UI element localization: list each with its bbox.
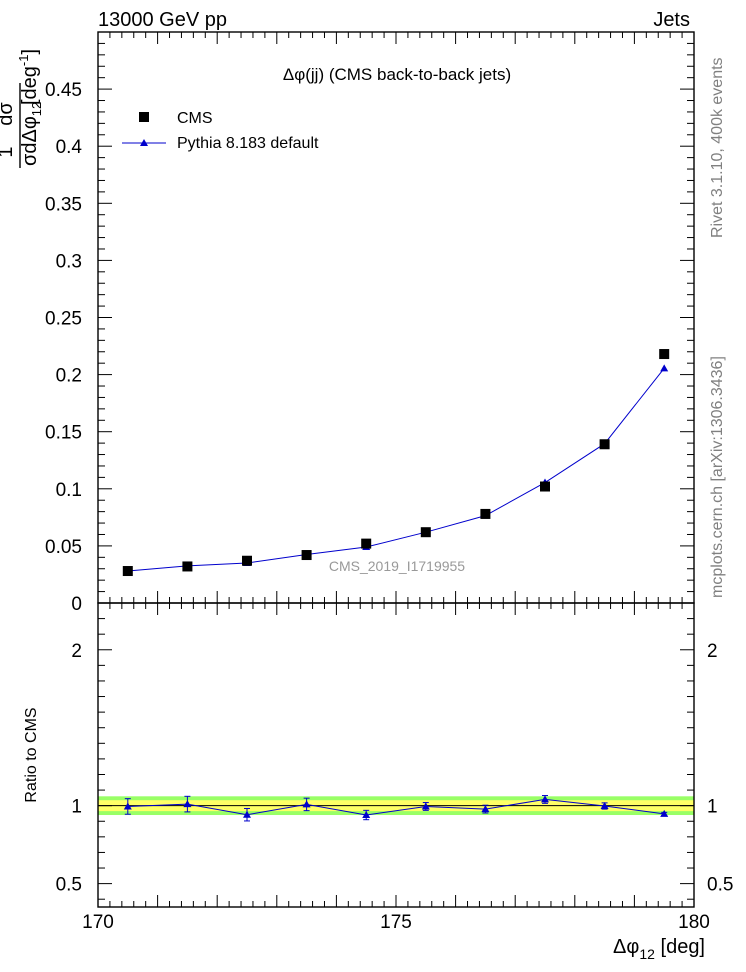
legend-pythia-marker [140,139,148,146]
cms-point [122,566,133,577]
header-right: Jets [653,9,690,31]
main-y-tick-label: 0.05 [45,537,82,558]
x-axis-label: Δφ12 [deg] [613,936,705,962]
x-tick-label: 175 [380,912,412,933]
pythia-markers [123,364,669,575]
main-y-tick-label: 0 [71,594,82,615]
main-y-tick-label: 0.15 [45,423,82,444]
cms-point [540,481,550,492]
y-label-dsigma: dσ [0,102,17,126]
x-tick-label: 170 [82,912,114,933]
y-label-one: 1 [0,146,17,157]
main-y-tick-label: 0.3 [56,251,82,272]
legend-cms-marker [139,112,149,122]
ratio-point [123,802,132,810]
cms-point [361,538,372,549]
ratio-y-tick-label-right: 1 [707,797,718,818]
legend: CMS Pythia 8.183 default [122,110,319,152]
y-label-denominator: σdΔφ12 [19,102,44,166]
ratio-point [600,801,609,809]
ratio-point [183,800,192,808]
ratio-point [243,810,251,818]
main-y-tick-label: 0.35 [45,194,82,215]
pythia-point [660,364,669,372]
main-y-tick-label: 0.45 [45,80,82,101]
main-y-tick-label: 0.25 [45,309,82,330]
ratio-y-tick-label-right: 0.5 [707,875,733,896]
ratio-y-axis-label: Ratio to CMS [23,707,40,802]
cms-point [480,508,491,519]
cms-point [242,555,252,566]
ratio-frame [97,602,695,908]
ratio-point [302,800,311,808]
main-y-tick-label: 0.4 [56,137,83,158]
ratio-y-tick-label: 2 [71,641,82,662]
cms-point [420,527,431,538]
cms-point [659,349,670,360]
main-axis-ticks [97,32,695,604]
pythia-line [127,368,665,572]
ratio-y-tick-label: 1 [71,797,82,818]
y-label-unit: [deg-1] [16,49,41,105]
ratio-y-tick-label-right: 2 [707,641,718,662]
main-y-axis-label: 1 dσ σdΔφ12 [deg-1] [0,49,44,168]
legend-cms-label: CMS [177,110,213,127]
ratio-plot: 0.5 0.5 1 1 2 2 170 175 180 Ratio to CMS Δφ12 [… [23,602,734,962]
main-plot: 0 0.05 0.1 0.15 0.2 0.25 0.3 0.35 0.4 0.45 CMS_20… [0,31,695,615]
ratio-point [481,805,490,813]
main-y-tick-label: 0.1 [56,480,82,501]
cms-point [301,550,312,561]
header-left: 13000 GeV pp [98,9,227,31]
ratio-y-tick-label: 0.5 [56,875,82,896]
legend-pythia-label: Pythia 8.183 default [177,135,319,152]
watermark: CMS_2019_I1719955 [329,558,465,574]
mcplots-label: mcplots.cern.ch [arXiv:1306.3436] [709,356,726,598]
x-tick-labels: 170 175 180 [82,912,710,933]
ratio-markers [123,795,669,819]
main-y-tick-label: 0.2 [56,366,82,387]
cms-point [182,561,193,572]
ratio-axis-ticks [97,603,695,907]
ratio-point [660,809,669,817]
ratio-point [421,802,430,810]
x-tick-label: 180 [678,912,710,933]
ratio-y-tick-labels: 0.5 0.5 1 1 2 2 [56,641,734,896]
cms-markers [122,349,670,577]
ratio-point [541,795,549,803]
main-y-tick-labels: 0 0.05 0.1 0.15 0.2 0.25 0.3 0.35 0.4 0.45 [45,80,82,615]
rivet-label: Rivet 3.1.10, 400k events [709,57,726,238]
cms-point [599,439,610,450]
main-title: Δφ(jj) (CMS back-to-back jets) [283,65,511,84]
ratio-point [362,811,371,819]
ratio-line [127,798,665,816]
